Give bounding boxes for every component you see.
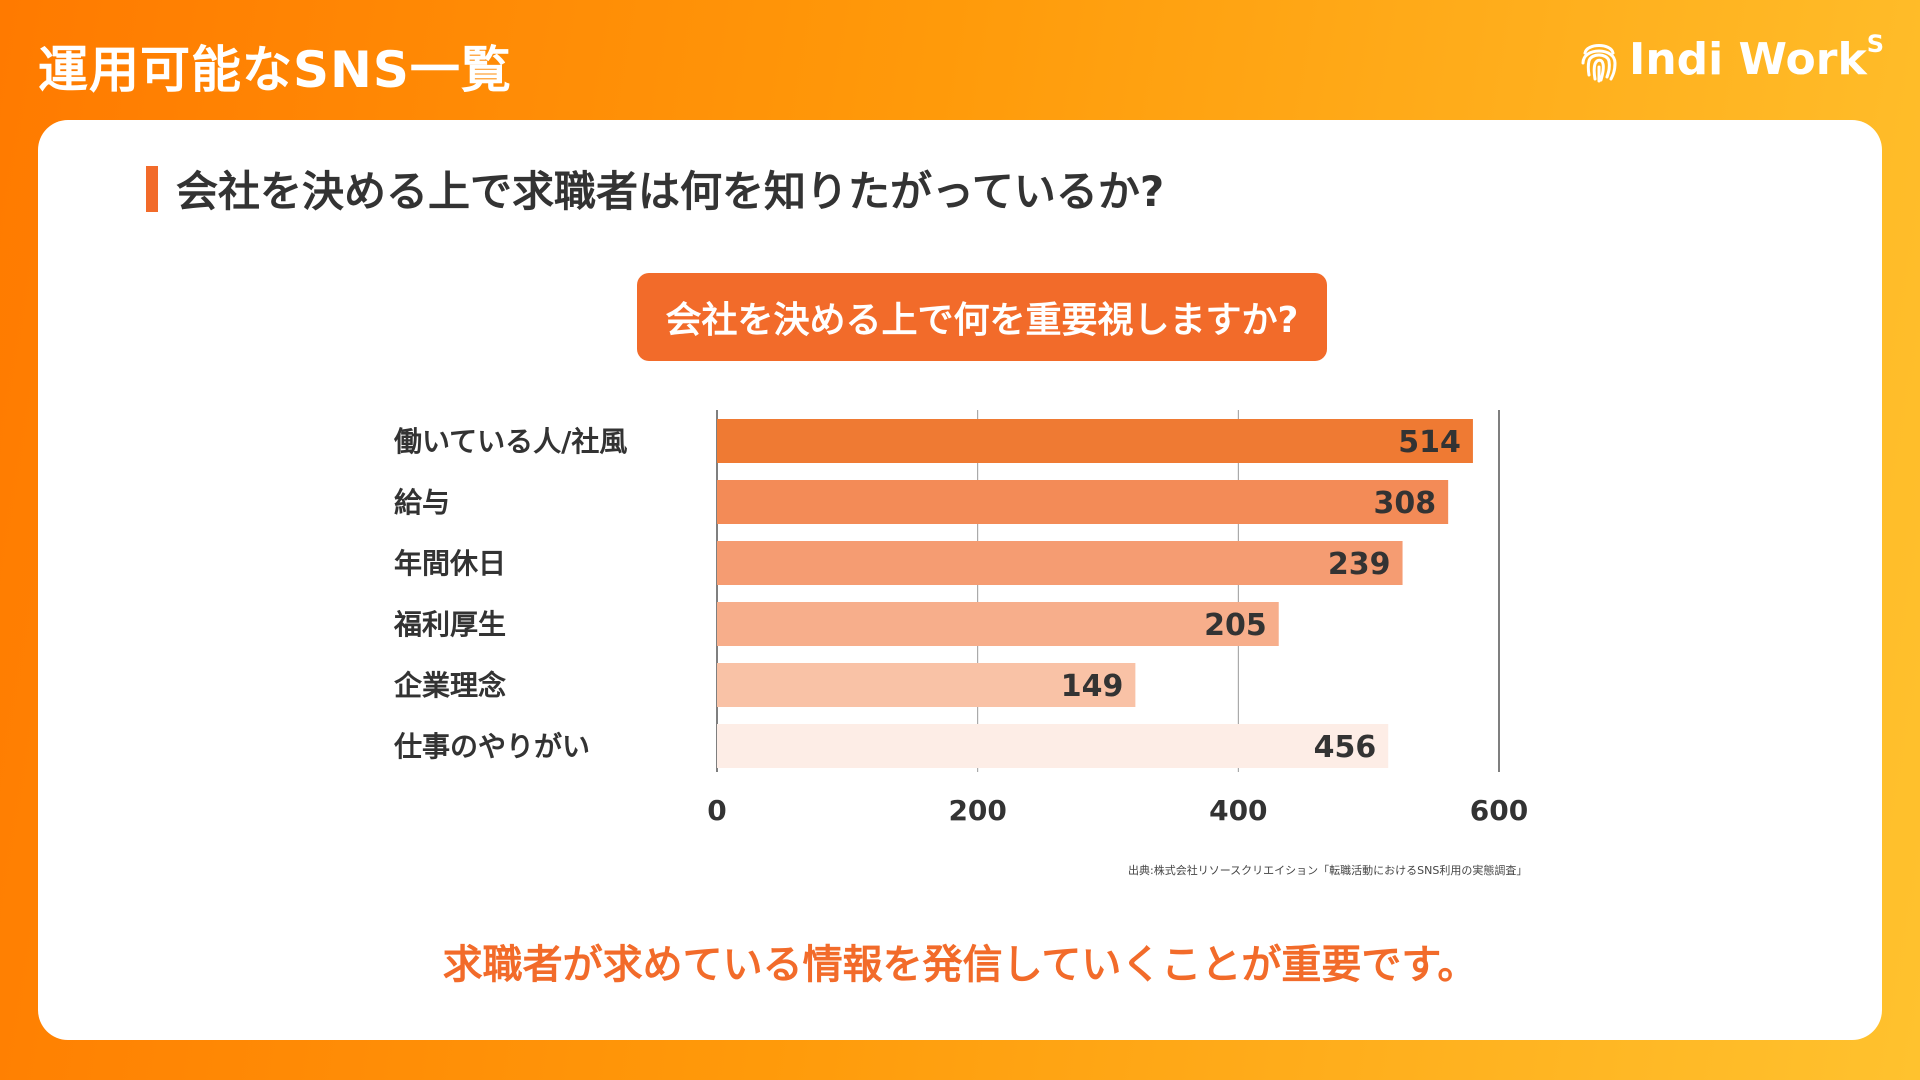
category-label: 年間休日	[394, 547, 506, 580]
bar	[717, 419, 1473, 463]
value-label: 239	[1328, 547, 1391, 582]
value-label: 149	[1061, 669, 1124, 704]
category-label: 仕事のやりがい	[393, 730, 590, 763]
heading-text: 会社を決める上で求職者は何を知りたがっているか?	[176, 167, 1165, 216]
question-badge: 会社を決める上で何を重要視しますか?	[637, 273, 1327, 361]
section-heading: 会社を決める上で求職者は何を知りたがっているか?	[146, 158, 1164, 219]
logo-wordmark: Indi Work	[1628, 34, 1867, 85]
category-label: 企業理念	[394, 669, 506, 702]
fingerprint-icon	[1579, 37, 1619, 83]
logo-text: Indi WorkS	[1628, 30, 1884, 85]
logo: Indi WorkS	[1579, 30, 1884, 85]
value-label: 205	[1204, 608, 1267, 643]
content-card: 会社を決める上で求職者は何を知りたがっているか? 会社を決める上で何を重要視しま…	[38, 120, 1882, 1040]
bar	[717, 663, 1136, 707]
bar	[717, 480, 1449, 524]
category-label: 福利厚生	[393, 608, 506, 641]
bar	[717, 602, 1279, 646]
conclusion-text: 求職者が求めている情報を発信していくことが重要です。	[442, 942, 1478, 988]
source-note: 出典:株式会社リソースクリエイション「転職活動におけるSNS利用の実態調査」	[1128, 864, 1528, 877]
x-tick-label: 200	[948, 794, 1006, 827]
page-title: 運用可能なSNS一覧	[38, 41, 512, 99]
value-label: 456	[1314, 730, 1377, 765]
value-label: 514	[1398, 425, 1461, 460]
x-tick-label: 0	[707, 794, 726, 827]
logo-superscript: S	[1866, 30, 1884, 58]
bar	[717, 541, 1403, 585]
bar	[717, 724, 1389, 768]
category-label: 給与	[394, 486, 450, 519]
x-tick-label: 400	[1209, 794, 1267, 827]
category-label: 働いている人/社風	[393, 425, 627, 458]
bar-chart: 働いている人/社風 514 給与 308 年間休日 239 福利厚生 205 企業理念 149 仕事…	[393, 410, 1528, 827]
value-label: 308	[1374, 486, 1437, 521]
x-tick-label: 600	[1470, 794, 1528, 827]
heading-accent-bar	[146, 165, 158, 212]
